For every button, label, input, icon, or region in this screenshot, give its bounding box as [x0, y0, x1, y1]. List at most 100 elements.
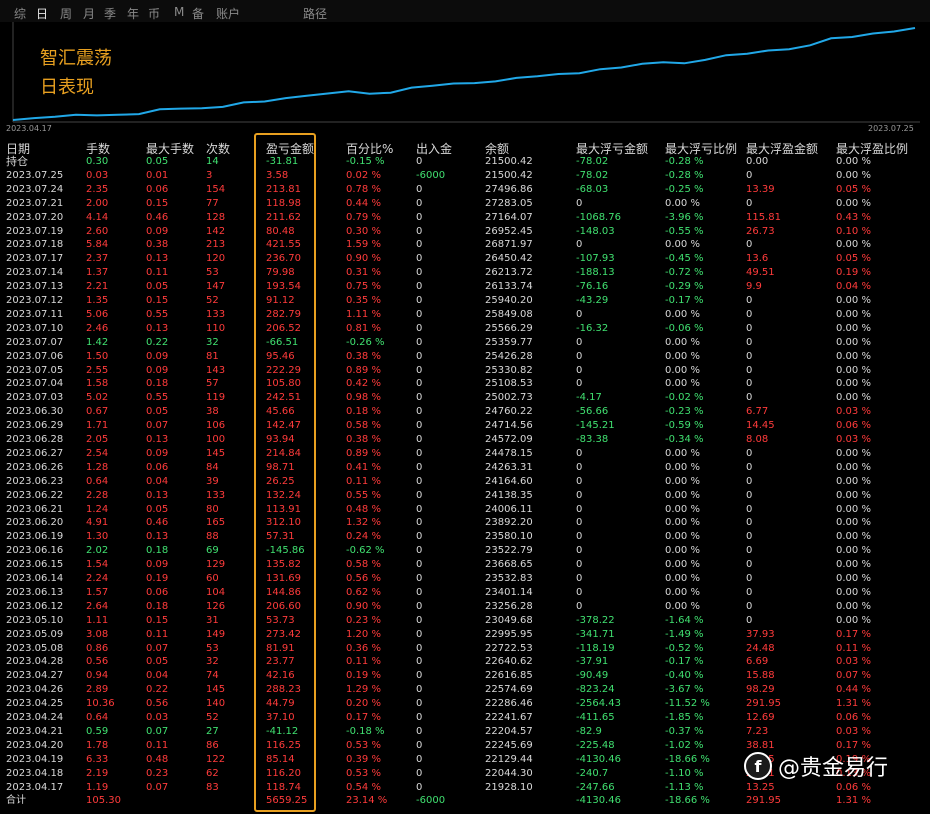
tab-9[interactable]: 账户: [216, 7, 241, 21]
tab-1[interactable]: 日: [36, 7, 49, 21]
table-row[interactable]: 2023.07.18 5.84 0.38 213 421.55 1.59 % 0 26871.…: [0, 238, 930, 252]
table-row[interactable]: 2023.04.18 2.19 0.23 62 116.20 0.53 % 0 22044.3…: [0, 767, 930, 781]
column-header-0[interactable]: 日期: [6, 142, 31, 156]
table-row[interactable]: 2023.04.24 0.64 0.03 52 37.10 0.17 % 0 22241.67…: [0, 711, 930, 725]
cell-次数: 119: [206, 392, 226, 404]
column-header-6[interactable]: 出入金: [416, 142, 453, 156]
cell-盈亏金额: 312.10: [266, 517, 301, 529]
cell-出入金: 0: [416, 239, 423, 251]
cell-百分比%: 1.32 %: [346, 517, 381, 529]
table-row[interactable]: 2023.06.14 2.24 0.19 60 131.69 0.56 % 0 23532.8…: [0, 572, 930, 586]
table-row[interactable]: 2023.06.27 2.54 0.09 145 214.84 0.89 % 0 24478.…: [0, 447, 930, 461]
table-row[interactable]: 2023.06.28 2.05 0.13 100 93.94 0.38 % 0 24572.0…: [0, 433, 930, 447]
cell-最大浮亏金额: 0: [576, 600, 583, 612]
cell-日期: 2023.07.20: [6, 211, 64, 223]
cell-最大浮亏比例: -0.52 %: [665, 642, 704, 654]
table-row[interactable]: 2023.04.26 2.89 0.22 145 288.23 1.29 % 0 22574.…: [0, 683, 930, 697]
cell-最大浮盈比例: 0.07 %: [836, 670, 871, 682]
tab-8[interactable]: 备: [192, 7, 205, 21]
table-row[interactable]: 2023.07.12 1.35 0.15 52 91.12 0.35 % 0 25940.20…: [0, 294, 930, 308]
cell-日期: 2023.07.07: [6, 336, 64, 348]
table-row[interactable]: 2023.06.22 2.28 0.13 133 132.24 0.55 % 0 24138.…: [0, 489, 930, 503]
cell-日期: 2023.04.17: [6, 781, 64, 793]
cell-盈亏金额: 5659.25: [266, 795, 308, 807]
cell-盈亏金额: 116.20: [266, 767, 301, 779]
table-row[interactable]: 2023.07.19 2.60 0.09 142 80.48 0.30 % 0 26952.4…: [0, 225, 930, 239]
cell-日期: 2023.07.24: [6, 183, 64, 195]
table-row[interactable]: 2023.07.03 5.02 0.55 119 242.51 0.98 % 0 25002.…: [0, 391, 930, 405]
cell-最大手数: 0.06: [146, 183, 169, 195]
tab-5[interactable]: 年: [127, 7, 140, 21]
tab-4[interactable]: 季: [104, 7, 117, 21]
cell-最大浮亏金额: 0: [576, 586, 583, 598]
table-row[interactable]: 2023.07.25 0.03 0.01 3 3.58 0.02 % -6000 21500.…: [0, 169, 930, 183]
table-row[interactable]: 2023.07.21 2.00 0.15 77 118.98 0.44 % 0 27283.0…: [0, 197, 930, 211]
tab-0[interactable]: 综: [14, 7, 27, 21]
table-row[interactable]: 2023.06.15 1.54 0.09 129 135.82 0.58 % 0 23668.…: [0, 558, 930, 572]
tab-7[interactable]: M: [174, 5, 185, 19]
tab-10[interactable]: 路径: [303, 7, 328, 21]
table-row[interactable]: 2023.07.07 1.42 0.22 32 -66.51 -0.26 % 0 25359.…: [0, 336, 930, 350]
column-header-4[interactable]: 盈亏金额: [266, 142, 315, 156]
table-row[interactable]: 2023.06.30 0.67 0.05 38 45.66 0.18 % 0 24760.22…: [0, 405, 930, 419]
tab-3[interactable]: 月: [83, 7, 96, 21]
table-row[interactable]: 2023.06.29 1.71 0.07 106 142.47 0.58 % 0 24714.…: [0, 419, 930, 433]
cell-最大手数: 0.19: [146, 573, 169, 584]
table-row[interactable]: 2023.04.28 0.56 0.05 32 23.77 0.11 % 0 22640.62…: [0, 655, 930, 669]
cell-最大浮盈比例: 0.00 %: [836, 586, 871, 598]
cell-最大手数: 0.18: [146, 600, 169, 612]
column-header-11[interactable]: 最大浮盈比例: [836, 142, 909, 156]
table-row[interactable]: 2023.04.17 1.19 0.07 83 118.74 0.54 % 0 21928.1…: [0, 781, 930, 795]
table-row[interactable]: 2023.07.05 2.55 0.09 143 222.29 0.89 % 0 25330.…: [0, 364, 930, 378]
table-row[interactable]: 2023.07.13 2.21 0.05 147 193.54 0.75 % 0 26133.…: [0, 280, 930, 294]
table-row[interactable]: 2023.06.12 2.64 0.18 126 206.60 0.90 % 0 23256.…: [0, 600, 930, 614]
table-row[interactable]: 2023.04.20 1.78 0.11 86 116.25 0.53 % 0 22245.6…: [0, 739, 930, 753]
table-row[interactable]: 2023.06.20 4.91 0.46 165 312.10 1.32 % 0 23892.…: [0, 516, 930, 530]
table-row[interactable]: 2023.04.27 0.94 0.04 74 42.16 0.19 % 0 22616.85…: [0, 669, 930, 683]
cell-最大浮亏比例: -0.17 %: [665, 656, 704, 668]
table-row[interactable]: 2023.05.08 0.86 0.07 53 81.91 0.36 % 0 22722.53…: [0, 642, 930, 656]
column-header-10[interactable]: 最大浮盈金额: [746, 142, 819, 156]
column-header-9[interactable]: 最大浮亏比例: [665, 142, 738, 156]
table-row[interactable]: 2023.06.13 1.57 0.06 104 144.86 0.62 % 0 23401.…: [0, 586, 930, 600]
table-row[interactable]: 2023.06.21 1.24 0.05 80 113.91 0.48 % 0 24006.1…: [0, 503, 930, 517]
table-row[interactable]: 2023.06.19 1.30 0.13 88 57.31 0.24 % 0 23580.10…: [0, 530, 930, 544]
cell-手数: 1.50: [86, 350, 109, 362]
cell-最大浮盈金额: 0: [746, 475, 753, 487]
cell-出入金: 0: [416, 225, 423, 237]
tab-6[interactable]: 币: [148, 7, 161, 21]
column-header-1[interactable]: 手数: [86, 142, 111, 156]
table-row[interactable]: 2023.06.23 0.64 0.04 39 26.25 0.11 % 0 24164.60…: [0, 475, 930, 489]
cell-余额: 26871.97: [485, 239, 533, 251]
cell-盈亏金额: 135.82: [266, 559, 301, 571]
table-row[interactable]: 2023.04.21 0.59 0.07 27 -41.12 -0.18 % 0 22204.…: [0, 725, 930, 739]
column-header-5[interactable]: 百分比%: [346, 142, 394, 156]
tab-2[interactable]: 周: [60, 7, 73, 21]
cell-日期: 2023.07.21: [6, 197, 64, 209]
cell-手数: 2.55: [86, 364, 109, 376]
column-header-3[interactable]: 次数: [206, 142, 231, 156]
cell-最大浮亏金额: 0: [576, 573, 583, 584]
table-row[interactable]: 2023.05.10 1.11 0.15 31 53.73 0.23 % 0 23049.68…: [0, 614, 930, 628]
table-row[interactable]: 2023.05.09 3.08 0.11 149 273.42 1.20 % 0 22995.…: [0, 628, 930, 642]
table-row[interactable]: 2023.06.16 2.02 0.18 69 -145.86 -0.62 % 0 23522…: [0, 544, 930, 558]
holding-row[interactable]: 持仓 0.30 0.05 14 -31.81 -0.15 % 0 21500.42 -78.02…: [0, 155, 930, 169]
column-header-2[interactable]: 最大手数: [146, 142, 195, 156]
cell-最大手数: 0.04: [146, 670, 169, 682]
table-row[interactable]: 2023.06.26 1.28 0.06 84 98.71 0.41 % 0 24263.31…: [0, 461, 930, 475]
table-row[interactable]: 2023.07.04 1.58 0.18 57 105.80 0.42 % 0 25108.5…: [0, 377, 930, 391]
total-row[interactable]: 合计 105.30 5659.25 23.14 % -6000 -4130.46 -18.6…: [0, 794, 930, 808]
table-row[interactable]: 2023.07.14 1.37 0.11 53 79.98 0.31 % 0 26213.72…: [0, 266, 930, 280]
table-row[interactable]: 2023.07.11 5.06 0.55 133 282.79 1.11 % 0 25849.…: [0, 308, 930, 322]
cell-出入金: 0: [416, 461, 423, 473]
table-row[interactable]: 2023.07.06 1.50 0.09 81 95.46 0.38 % 0 25426.28…: [0, 350, 930, 364]
table-row[interactable]: 2023.04.25 10.36 0.56 140 44.79 0.20 % 0 22286.…: [0, 697, 930, 711]
table-row[interactable]: 2023.07.17 2.37 0.13 120 236.70 0.90 % 0 26450.…: [0, 252, 930, 266]
table-row[interactable]: 2023.07.24 2.35 0.06 154 213.81 0.78 % 0 27496.…: [0, 183, 930, 197]
cell-出入金: 0: [416, 503, 423, 515]
cell-最大浮盈比例: 0.00 %: [836, 545, 871, 557]
column-header-8[interactable]: 最大浮亏金额: [576, 142, 649, 156]
column-header-7[interactable]: 余额: [485, 142, 510, 156]
table-row[interactable]: 2023.07.10 2.46 0.13 110 206.52 0.81 % 0 25566.…: [0, 322, 930, 336]
table-row[interactable]: 2023.07.20 4.14 0.46 128 211.62 0.79 % 0 27164.…: [0, 211, 930, 225]
